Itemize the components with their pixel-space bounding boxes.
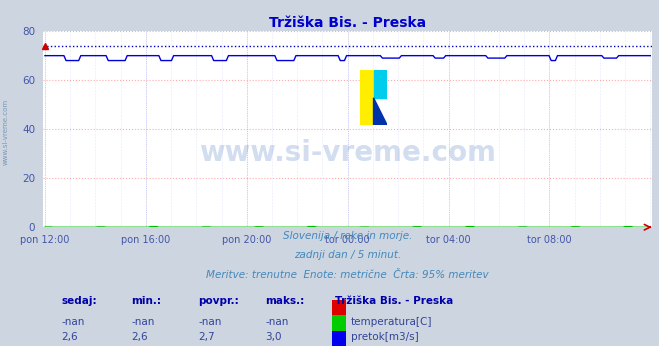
Text: www.si-vreme.com: www.si-vreme.com [2,98,9,165]
Text: povpr.:: povpr.: [198,297,239,307]
Text: www.si-vreme.com: www.si-vreme.com [199,139,496,167]
Text: zadnji dan / 5 minut.: zadnji dan / 5 minut. [294,250,401,260]
Text: pretok[m3/s]: pretok[m3/s] [351,332,418,342]
Text: Meritve: trenutne  Enote: metrične  Črta: 95% meritev: Meritve: trenutne Enote: metrične Črta: … [206,270,489,280]
Text: -nan: -nan [198,317,221,327]
Bar [332,300,346,318]
Text: -nan: -nan [131,317,155,327]
Text: 2,6: 2,6 [131,332,148,342]
Bar [332,315,346,333]
Text: 3,0: 3,0 [266,332,282,342]
Text: 2,7: 2,7 [198,332,215,342]
Text: maks.:: maks.: [266,297,304,307]
Text: sedaj:: sedaj: [61,297,97,307]
Text: temperatura[C]: temperatura[C] [351,317,432,327]
Text: 2,6: 2,6 [61,332,78,342]
Text: -nan: -nan [61,317,84,327]
Text: Tržiška Bis. - Preska: Tržiška Bis. - Preska [335,297,453,307]
Text: -nan: -nan [266,317,289,327]
Text: Slovenija / reke in morje.: Slovenija / reke in morje. [283,231,413,241]
Title: Tržiška Bis. - Preska: Tržiška Bis. - Preska [269,16,426,30]
Bar [332,331,346,346]
Text: min.:: min.: [131,297,161,307]
